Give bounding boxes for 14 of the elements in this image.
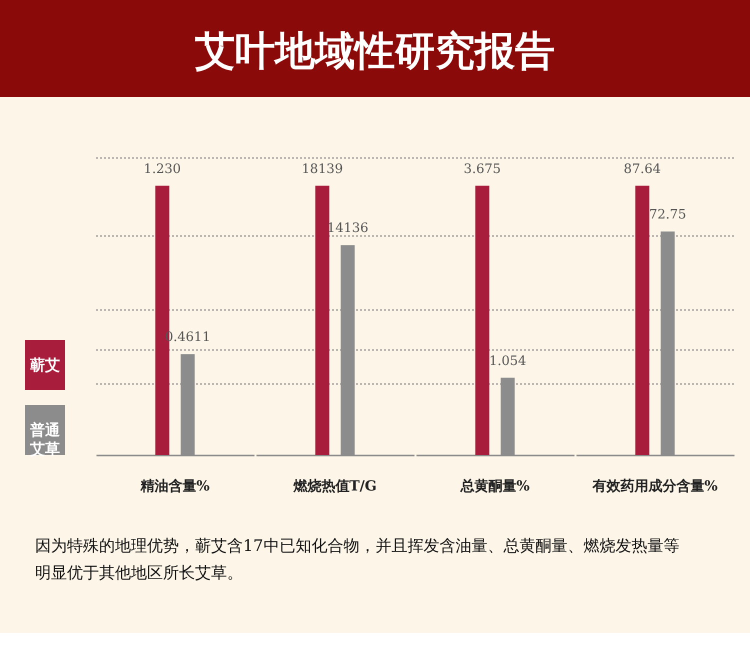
data-label: 18139 [302,162,343,177]
x-tick-label: 总黄酮量% [459,478,530,494]
x-tick-label: 有效药用成分含量% [591,478,718,494]
x-tick-label: 精油含量% [139,478,210,494]
data-label: 72.75 [649,208,686,223]
text: 艾叶地域性研究报告 [195,28,555,74]
data-label: 3.675 [464,162,501,177]
text: 普通艾草 [29,421,61,458]
text: 因为特殊的地理优势，蕲艾含17中已知化合物，并且挥发含油量、总黄酮量、燃烧发热量等明显优于其他地区所长艾草。 [35,536,680,582]
data-label: 1.230 [144,162,181,177]
data-label: 1.054 [489,354,526,369]
data-label: 87.64 [624,162,661,177]
x-tick-label: 燃烧热值T/G [292,478,377,494]
text: 蕲艾 [29,356,60,374]
